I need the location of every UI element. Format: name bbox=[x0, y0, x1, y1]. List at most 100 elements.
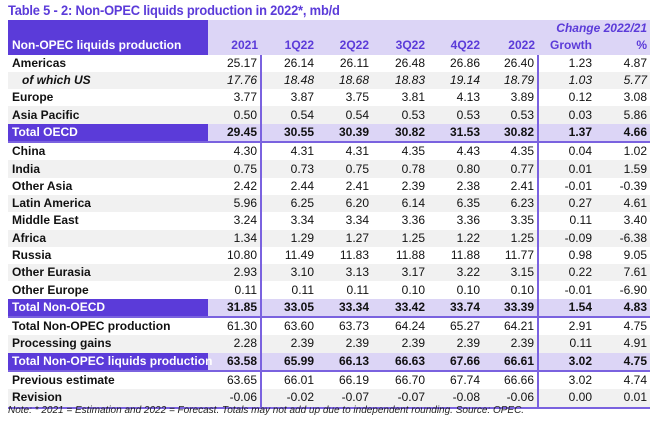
header-row-top: Change 2022/21 bbox=[8, 20, 650, 38]
value-cell: 33.74 bbox=[428, 298, 483, 319]
row-label-header: Non-OPEC liquids production bbox=[8, 37, 208, 55]
table-row: Americas 25.17 26.14 26.11 26.48 26.86 26.40 1.… bbox=[8, 54, 650, 72]
value-cell: 6.35 bbox=[428, 194, 483, 213]
value-cell: 3.02 bbox=[538, 352, 595, 372]
value-cell: -0.01 bbox=[564, 282, 592, 297]
value-cell: 1.02 bbox=[623, 144, 647, 159]
value-cell: 4.13 bbox=[456, 90, 480, 105]
value-cell: 64.24 bbox=[394, 319, 425, 334]
row-label: India bbox=[8, 160, 208, 178]
table-row: Middle East 3.24 3.34 3.34 3.36 3.36 3.35 0.11 3… bbox=[8, 212, 650, 230]
table-row: Other Eurasia 2.93 3.10 3.13 3.17 3.22 3.15 0.2… bbox=[8, 264, 650, 282]
value-cell: 3.15 bbox=[483, 264, 539, 282]
row-label: Previous estimate bbox=[12, 373, 115, 388]
value-cell: 0.12 bbox=[568, 90, 592, 105]
value-cell: 3.87 bbox=[290, 90, 314, 105]
row-label: Latin America bbox=[8, 194, 208, 213]
row-label: Revision bbox=[8, 389, 208, 409]
value-cell: 18.79 bbox=[483, 71, 539, 90]
value-cell: 2.39 bbox=[261, 335, 317, 353]
value-cell: -0.06 bbox=[483, 389, 539, 409]
row-label: Total Non-OECD bbox=[8, 298, 208, 319]
value-cell: 66.63 bbox=[372, 352, 428, 372]
value-cell: 19.14 bbox=[428, 71, 483, 90]
value-cell: 1.25 bbox=[483, 229, 539, 247]
value-cell: 33.42 bbox=[372, 298, 428, 319]
value-cell: 65.99 bbox=[261, 352, 317, 372]
row-label: Processing gains bbox=[8, 335, 208, 353]
value-cell: 2.28 bbox=[208, 335, 262, 353]
value-cell: 0.11 bbox=[346, 282, 369, 297]
value-cell: 3.08 bbox=[623, 90, 647, 105]
value-cell: 31.53 bbox=[428, 123, 483, 144]
table-row: Processing gains 2.28 2.39 2.39 2.39 2.39 2.39… bbox=[8, 335, 650, 353]
row-label: Other Eurasia bbox=[8, 264, 208, 282]
value-cell: -0.09 bbox=[538, 229, 595, 247]
value-cell: 0.98 bbox=[568, 248, 592, 262]
value-cell: 0.10 bbox=[483, 281, 539, 299]
table-row: Total Non-OECD 31.85 33.05 33.34 33.42 33.74 3… bbox=[8, 298, 650, 319]
value-cell: 3.81 bbox=[401, 90, 425, 105]
value-cell: 25.17 bbox=[208, 54, 262, 72]
value-cell: 6.14 bbox=[372, 194, 428, 213]
header-row: Non-OPEC liquids production 2021 1Q22 2Q22… bbox=[8, 37, 650, 55]
value-cell: 2.42 bbox=[208, 177, 262, 195]
value-cell: -0.08 bbox=[428, 389, 483, 409]
value-cell: 2.93 bbox=[208, 264, 262, 282]
value-cell: 4.83 bbox=[595, 298, 650, 319]
value-cell: 66.66 bbox=[483, 370, 539, 390]
table-body: Americas 25.17 26.14 26.11 26.48 26.86 26.40 1.… bbox=[8, 54, 650, 409]
table-row: Total Non-OPEC liquids production 63.58 65… bbox=[8, 352, 650, 372]
value-cell: 6.25 bbox=[261, 194, 317, 213]
value-cell: 0.54 bbox=[261, 106, 317, 124]
value-cell: 7.61 bbox=[595, 264, 650, 282]
value-cell: 26.40 bbox=[483, 54, 539, 72]
column-header: % bbox=[595, 37, 650, 55]
value-cell: 5.86 bbox=[595, 106, 650, 124]
value-cell: 0.77 bbox=[483, 160, 539, 178]
value-cell: -0.39 bbox=[619, 178, 647, 193]
value-cell: 0.27 bbox=[538, 194, 595, 213]
value-cell: -0.07 bbox=[317, 389, 372, 409]
value-cell: 0.10 bbox=[456, 282, 480, 297]
value-cell: 3.24 bbox=[208, 212, 262, 230]
value-cell: 63.60 bbox=[283, 319, 314, 334]
value-cell: 4.74 bbox=[623, 373, 647, 388]
value-cell: 33.34 bbox=[317, 298, 372, 319]
value-cell: 4.66 bbox=[595, 123, 650, 144]
value-cell: 67.74 bbox=[449, 373, 480, 388]
value-cell: 63.58 bbox=[208, 352, 262, 372]
value-cell: 0.10 bbox=[401, 282, 425, 297]
value-cell: 4.61 bbox=[595, 194, 650, 213]
column-header: 3Q22 bbox=[372, 37, 428, 55]
value-cell: 0.75 bbox=[317, 160, 372, 178]
header-spacer bbox=[208, 20, 538, 38]
value-cell: 3.40 bbox=[623, 213, 647, 228]
row-label: Europe bbox=[12, 90, 54, 105]
value-cell: 3.35 bbox=[483, 212, 539, 230]
value-cell: 0.50 bbox=[208, 106, 262, 124]
value-cell: 26.86 bbox=[449, 55, 480, 70]
table-row: Europe 3.77 3.87 3.75 3.81 4.13 3.89 0.12 3.08 bbox=[8, 89, 650, 107]
value-cell: 0.80 bbox=[428, 160, 483, 178]
value-cell: 4.31 bbox=[290, 144, 314, 159]
row-label: Total Non-OPEC liquids production bbox=[8, 352, 212, 372]
value-cell: 66.01 bbox=[283, 373, 314, 388]
value-cell: 18.83 bbox=[372, 71, 428, 90]
value-cell: 3.89 bbox=[483, 89, 539, 107]
table-row: Other Asia 2.42 2.44 2.41 2.39 2.38 2.41 -0.01-… bbox=[8, 177, 650, 195]
row-label: of which US bbox=[8, 71, 208, 90]
table-row: China 4.30 4.31 4.31 4.35 4.43 4.35 0.04 1.02 bbox=[8, 142, 650, 161]
table-row: Other Europe 0.11 0.11 0.11 0.10 0.10 0.10 -0.0… bbox=[8, 281, 650, 299]
value-cell: 0.78 bbox=[372, 160, 428, 178]
value-cell: 11.88 bbox=[395, 248, 425, 262]
value-cell: 0.75 bbox=[208, 160, 262, 178]
value-cell: 2.39 bbox=[428, 335, 483, 353]
value-cell: 3.36 bbox=[456, 213, 480, 228]
value-cell: 0.54 bbox=[317, 106, 372, 124]
value-cell: 4.87 bbox=[623, 55, 647, 70]
value-cell: 4.30 bbox=[208, 142, 262, 161]
value-cell: 2.39 bbox=[483, 335, 539, 353]
value-cell: 11.83 bbox=[339, 248, 369, 262]
row-label: Africa bbox=[8, 229, 208, 247]
